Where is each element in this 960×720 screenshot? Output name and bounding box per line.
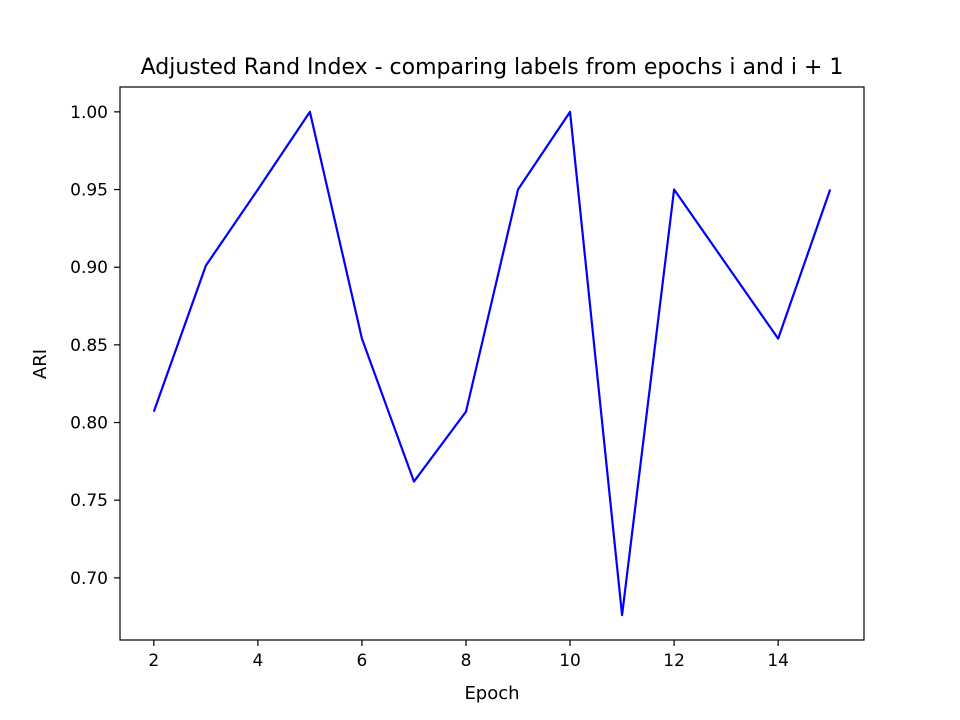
x-axis-ticks: 2 4 6 8 10 12 14 <box>148 640 789 671</box>
x-tick-label: 12 <box>663 651 685 671</box>
x-tick-label: 6 <box>357 651 368 671</box>
y-tick-label: 0.80 <box>70 414 108 434</box>
x-axis-label: Epoch <box>464 683 519 704</box>
y-tick-label: 0.70 <box>70 569 108 589</box>
y-tick-label: 0.95 <box>70 181 108 201</box>
y-tick-label: 0.75 <box>70 491 108 511</box>
x-tick-label: 2 <box>148 651 159 671</box>
series-line <box>152 110 832 617</box>
y-tick-label: 0.85 <box>70 336 108 356</box>
x-tick-label: 10 <box>559 651 581 671</box>
chart-title: Adjusted Rand Index - comparing labels f… <box>141 55 844 80</box>
y-axis-label: ARI <box>30 349 51 379</box>
x-tick-label: 14 <box>767 651 789 671</box>
x-tick-label: 4 <box>252 651 263 671</box>
plot-area <box>119 86 865 641</box>
x-tick-label: 8 <box>461 651 472 671</box>
y-tick-label: 0.90 <box>70 258 108 278</box>
y-axis-ticks: 0.70 0.75 0.80 0.85 0.90 0.95 1.00 <box>70 103 120 589</box>
axes-frame <box>119 86 865 641</box>
y-tick-label: 1.00 <box>70 103 108 123</box>
